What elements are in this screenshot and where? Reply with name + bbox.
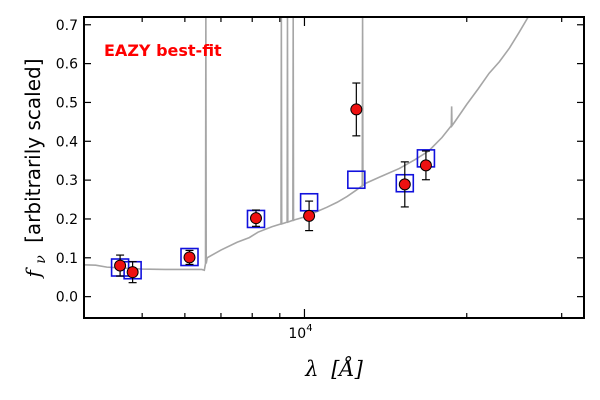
y-axis-label: f ν [arbitrarily scaled] bbox=[21, 58, 50, 279]
observed-points bbox=[114, 82, 432, 284]
sed-curve-layer bbox=[84, 17, 529, 272]
observed-point bbox=[249, 212, 262, 225]
y-tick-label: 0.3 bbox=[56, 173, 78, 189]
y-tick-label: 0.7 bbox=[56, 18, 78, 34]
x-axis-variable: λ bbox=[304, 357, 318, 381]
y-tick-label: 0.6 bbox=[56, 57, 78, 73]
observed-point bbox=[419, 159, 432, 172]
x-axis-label: λ [Å] bbox=[304, 356, 363, 381]
axis-ticks: 0.0 0.1 0.2 0.3 0.4 0.5 0.6 0.7 104 bbox=[56, 17, 584, 342]
observed-point bbox=[114, 259, 127, 272]
model-points bbox=[110, 149, 436, 280]
y-axis-subscript: ν bbox=[33, 255, 49, 264]
chart-annotation: EAZY best-fit bbox=[104, 41, 222, 60]
y-axis-variable: f bbox=[21, 267, 45, 280]
model-point bbox=[347, 170, 366, 190]
observed-point bbox=[303, 209, 316, 222]
y-axis-text: [arbitrarily scaled] bbox=[21, 58, 45, 242]
observed-point bbox=[126, 266, 139, 279]
plot-frame bbox=[83, 16, 585, 319]
y-tick-label: 0.1 bbox=[56, 251, 78, 267]
y-tick-label: 0.2 bbox=[56, 212, 78, 228]
x-axis-unit: [Å] bbox=[331, 356, 363, 381]
observed-point bbox=[183, 251, 196, 264]
x-tick-label-base: 10 bbox=[288, 326, 306, 342]
x-tick-label: 104 bbox=[288, 323, 312, 342]
observed-point bbox=[398, 178, 411, 191]
model-point bbox=[180, 247, 199, 267]
sed-curve bbox=[84, 17, 529, 272]
y-tick-label: 0.4 bbox=[56, 134, 78, 150]
y-tick-label: 0.0 bbox=[56, 290, 78, 306]
y-tick-label: 0.5 bbox=[56, 95, 78, 111]
x-tick-label-exponent: 4 bbox=[306, 323, 312, 334]
observed-point bbox=[350, 103, 363, 116]
